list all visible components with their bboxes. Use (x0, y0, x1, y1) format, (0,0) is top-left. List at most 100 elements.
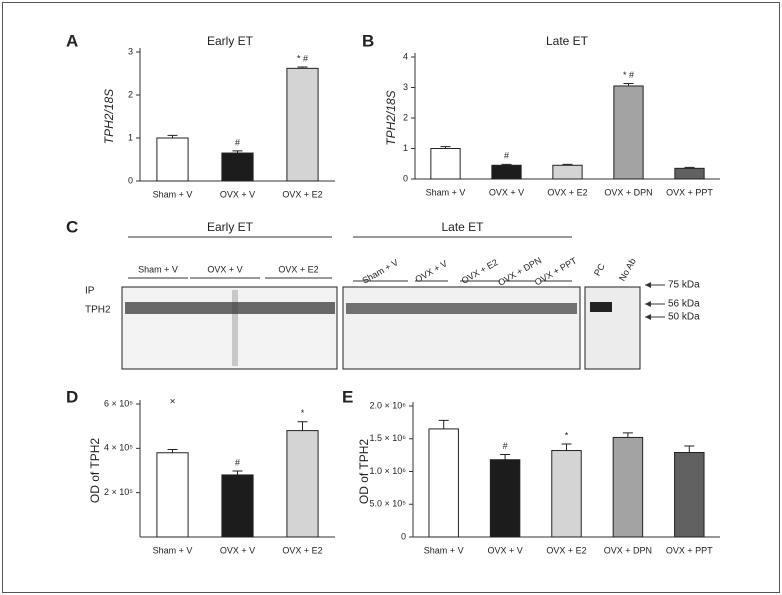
annotation: # (504, 151, 509, 161)
x-tick-label: OVX + E2 (282, 545, 322, 555)
group-title: Early ET (207, 220, 254, 234)
blot-box (121, 286, 338, 370)
y-tick-label: 2 (403, 112, 408, 122)
error-bar (501, 163, 512, 166)
band (346, 303, 577, 314)
band (125, 302, 335, 314)
marker-label: 75 kDa (668, 280, 700, 291)
blot-box (342, 286, 581, 370)
error-bar (561, 443, 572, 451)
control-label: No Ab (617, 257, 638, 283)
y-tick-label: 1.0 × 10⁶ (370, 466, 407, 476)
annotation: * # (297, 53, 308, 63)
bar (489, 459, 521, 538)
panel-label: E (342, 387, 353, 406)
y-axis-label: TPH2/18S (102, 89, 116, 144)
bar (551, 450, 582, 538)
x-tick-label: OVX + E2 (546, 545, 586, 555)
y-tick-label: 2 × 10⁵ (104, 487, 133, 497)
x-tick-label: Sham + V (153, 189, 193, 199)
y-tick-label: 3 (403, 82, 408, 92)
x-tick-label: OVX + V (220, 189, 255, 199)
chart-title: Early ET (207, 34, 254, 48)
blot: 75 kDa 56 kDa 50 kDa C IP TPH2 (66, 217, 700, 370)
lane-label: OVX + E2 (278, 264, 318, 274)
bar (221, 474, 254, 538)
panel-label: B (362, 31, 374, 50)
error-bar (684, 166, 695, 169)
error-bar (684, 445, 695, 453)
y-tick-label: 0 (403, 173, 408, 183)
marker-label: 50 kDa (668, 312, 700, 323)
error-bar (622, 432, 633, 438)
error-bar (167, 134, 178, 138)
y-tick-label: 4 × 10⁵ (104, 443, 133, 453)
bar (491, 164, 522, 180)
bar (613, 85, 644, 180)
y-tick-label: 2.0 × 10⁶ (370, 400, 407, 410)
error-bar (440, 146, 451, 149)
bar (221, 152, 254, 182)
bar (674, 452, 705, 538)
blot-box (584, 286, 641, 370)
panel-label: D (66, 387, 78, 406)
annotation: * (301, 408, 305, 418)
y-tick-label: 2 (128, 89, 133, 99)
lane-label: OVX + E2 (460, 257, 500, 286)
x-tick-label: Sham + V (426, 187, 466, 197)
y-axis-label: OD of TPH2 (88, 438, 102, 503)
bar (612, 436, 644, 538)
bar (552, 164, 583, 180)
error-bar (623, 83, 634, 86)
annotation: # (235, 137, 240, 147)
error-bar (297, 421, 308, 431)
lane-label: OVX + V (207, 264, 242, 274)
error-bar (232, 470, 243, 475)
band (590, 302, 612, 312)
error-bar (500, 453, 511, 460)
marker-label: 56 kDa (668, 299, 700, 310)
x-tick-label: OVX + E2 (547, 187, 587, 197)
error-bar (297, 66, 308, 69)
y-tick-label: 5.0 × 10⁵ (369, 499, 406, 509)
x-tick-label: OVX + V (220, 545, 255, 555)
y-tick-label: 4 (403, 51, 408, 61)
row-label: IP (85, 286, 95, 297)
y-tick-label: 0 (401, 531, 406, 541)
y-tick-label: 6 × 10⁵ (104, 398, 133, 408)
x-tick-label: OVX + DPN (604, 545, 652, 555)
chart-title: Late ET (546, 34, 589, 48)
x-tick-label: OVX + PPT (666, 545, 713, 555)
y-tick-label: 1 (403, 143, 408, 153)
control-label: PC (592, 261, 607, 277)
y-tick-label: 3 (128, 46, 133, 56)
bar (156, 452, 189, 538)
y-tick-label: 0 (128, 175, 133, 185)
panel-label: C (66, 217, 78, 236)
group-title: Late ET (441, 220, 484, 234)
x-tick-label: Sham + V (424, 545, 464, 555)
x-tick-label: OVX + PPT (666, 187, 713, 197)
y-axis-label: OD of TPH2 (357, 439, 371, 504)
error-bar (438, 419, 449, 429)
error-bar (167, 448, 178, 453)
annotation: # (235, 457, 240, 467)
x-tick-label: OVX + V (487, 545, 522, 555)
bar (674, 167, 705, 180)
x-tick-label: OVX + E2 (282, 189, 322, 199)
x-tick-label: OVX + V (489, 187, 524, 197)
x-tick-label: OVX + DPN (604, 187, 652, 197)
bar (286, 67, 319, 182)
row-label: TPH2 (85, 305, 111, 316)
bar (156, 137, 189, 182)
outlier: × (170, 396, 176, 407)
x-tick-label: Sham + V (153, 545, 193, 555)
y-tick-label: 1 (128, 132, 133, 142)
arrowheads (645, 282, 651, 320)
bar (430, 148, 461, 180)
lane-label: Sham + V (138, 264, 178, 274)
blot-seam (232, 290, 238, 366)
y-tick-label: 1.5 × 10⁶ (370, 433, 407, 443)
